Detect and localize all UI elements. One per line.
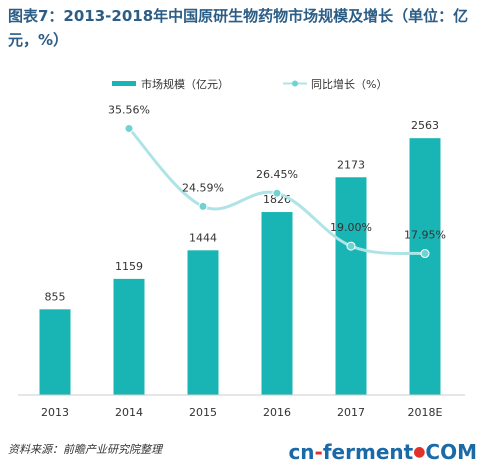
growth-value-label: 24.59% — [182, 181, 224, 194]
x-tick-label: 2018E — [408, 406, 443, 419]
growth-point-2014 — [124, 124, 134, 134]
x-tick-label: 2017 — [337, 406, 365, 419]
bar-value-label: 1444 — [189, 231, 217, 244]
logo-main: ferment — [322, 440, 414, 464]
growth-point-2016 — [272, 188, 282, 198]
chart-title: 图表7：2013-2018年中国原研生物药物市场规模及增长（单位：亿元，%） — [8, 7, 469, 49]
x-tick-label: 2015 — [189, 406, 217, 419]
legend-bar-label: 市场规模（亿元） — [141, 77, 229, 91]
growth-value-label: 17.95% — [404, 229, 446, 242]
legend-bar-swatch — [112, 81, 136, 86]
legend-line-marker — [292, 80, 298, 87]
growth-value-label: 19.00% — [330, 221, 372, 234]
x-tick-label: 2013 — [41, 406, 69, 419]
logo-dash: - — [314, 440, 323, 464]
x-tick-label: 2016 — [263, 406, 291, 419]
bar-value-label: 2563 — [411, 119, 439, 132]
legend-line-label: 同比增长（%） — [311, 77, 387, 91]
growth-point-2015 — [198, 201, 208, 211]
logo-prefix: cn — [288, 440, 315, 464]
growth-line-series: 35.56% 24.59% 26.45% 19.00% 17.95% — [108, 104, 446, 259]
site-logo: cn - ferment ● COM — [271, 435, 483, 469]
logo-suffix: COM — [425, 440, 477, 464]
bar-2018E — [409, 138, 441, 396]
bar-2016 — [261, 212, 293, 395]
source-note: 资料来源：前瞻产业研究院整理 — [8, 443, 162, 456]
legend: 市场规模（亿元） 同比增长（%） — [112, 77, 387, 91]
growth-point-2017 — [346, 241, 356, 251]
bar-value-label: 2173 — [337, 158, 365, 171]
bar-2017 — [335, 177, 367, 395]
growth-value-label: 35.56% — [108, 104, 150, 117]
bar-2015 — [187, 250, 219, 395]
bar-value-label: 1159 — [115, 260, 143, 273]
bar-value-label: 855 — [45, 290, 66, 303]
x-tick-label: 2014 — [115, 406, 143, 419]
bar-2013 — [39, 309, 71, 395]
growth-value-label: 26.45% — [256, 168, 298, 181]
logo-dot: ● — [413, 444, 426, 460]
growth-point-2018E — [420, 249, 430, 259]
x-axis-ticks: 2013 2014 2015 2016 2017 2018E — [41, 406, 443, 419]
bar-2014 — [113, 278, 145, 395]
